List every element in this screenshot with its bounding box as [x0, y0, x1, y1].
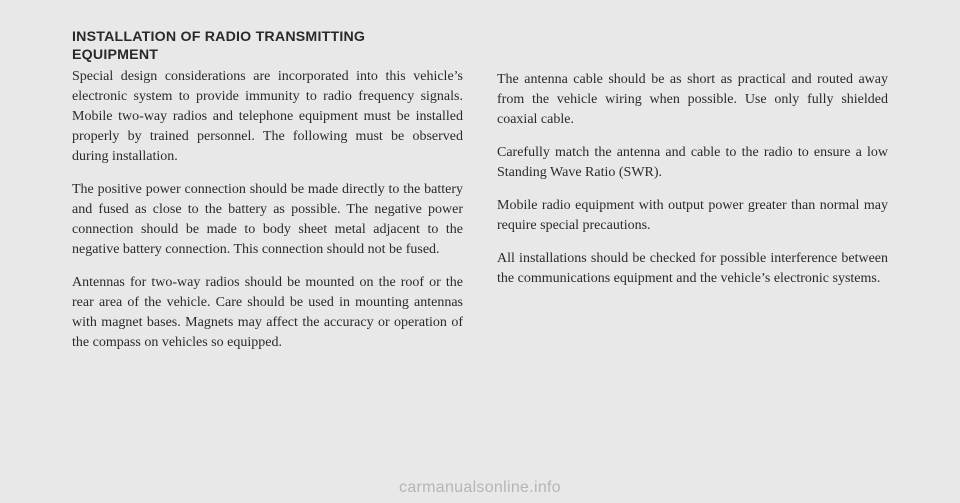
- right-column: The antenna cable should be as short as …: [497, 28, 888, 467]
- right-paragraph-3: Mobile radio equipment with output power…: [497, 196, 888, 236]
- right-paragraph-2: Carefully match the antenna and cable to…: [497, 143, 888, 183]
- right-paragraph-1: The antenna cable should be as short as …: [497, 70, 888, 130]
- page-content: INSTALLATION OF RADIO TRANSMITTING EQUIP…: [72, 28, 888, 467]
- right-paragraph-4: All installations should be checked for …: [497, 249, 888, 289]
- heading-line-2: EQUIPMENT: [72, 47, 158, 63]
- section-heading: INSTALLATION OF RADIO TRANSMITTING EQUIP…: [72, 28, 463, 65]
- left-paragraph-3: Antennas for two-way radios should be mo…: [72, 273, 463, 353]
- left-paragraph-2: The positive power connection should be …: [72, 180, 463, 260]
- left-column: INSTALLATION OF RADIO TRANSMITTING EQUIP…: [72, 28, 463, 467]
- left-paragraph-1: Special design considerations are incorp…: [72, 67, 463, 167]
- watermark-text: carmanualsonline.info: [0, 479, 960, 497]
- heading-line-1: INSTALLATION OF RADIO TRANSMITTING: [72, 29, 365, 45]
